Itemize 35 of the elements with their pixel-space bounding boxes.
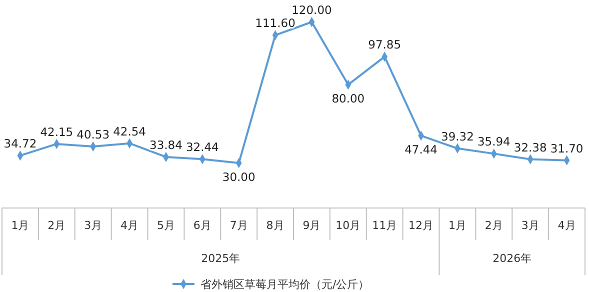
data-label: 42.54: [113, 124, 146, 138]
data-label: 32.38: [514, 140, 547, 154]
data-label: 47.44: [404, 142, 438, 157]
x-tick-label: 8月: [266, 219, 284, 232]
text: 2026年: [492, 252, 532, 265]
text: 2025年: [201, 252, 240, 265]
data-label: 80.00: [332, 92, 365, 106]
data-label: 40.53: [76, 128, 110, 142]
data-label: 111.60: [255, 16, 296, 30]
x-tick-label: 1月: [448, 219, 466, 232]
data-label: 31.70: [550, 141, 584, 156]
x-tick-label: 1月: [11, 219, 30, 232]
x-tick-label: 4月: [120, 219, 139, 232]
x-tick-label: 2月: [484, 219, 503, 232]
data-label: 39.32: [441, 129, 474, 144]
x-tick-label: 3月: [521, 219, 540, 232]
x-tick-label: 4月: [558, 219, 576, 232]
x-tick-label: 9月: [302, 219, 321, 232]
data-label: 34.72: [4, 136, 37, 151]
x-tick-label: 10月: [336, 219, 361, 232]
x-tick-label: 3月: [84, 219, 102, 232]
x-tick-label: 2月: [48, 219, 66, 232]
data-label: 42.15: [40, 124, 74, 139]
x-tick-label: 5月: [156, 219, 175, 232]
data-label: 30.00: [222, 170, 256, 184]
data-label: 120.00: [292, 3, 332, 17]
x-tick-label: 7月: [230, 219, 248, 232]
x-tick-label: 6月: [193, 219, 212, 232]
data-label: 33.84: [150, 138, 182, 152]
x-tick-label: 11月: [372, 219, 398, 232]
data-label: 35.94: [477, 134, 510, 149]
legend-label: 省外销区草莓月平均价（元/公斤）: [200, 278, 370, 291]
x-tick-label: 12月: [408, 219, 434, 232]
data-label: 32.44: [186, 140, 219, 154]
data-label: 97.85: [368, 38, 402, 52]
